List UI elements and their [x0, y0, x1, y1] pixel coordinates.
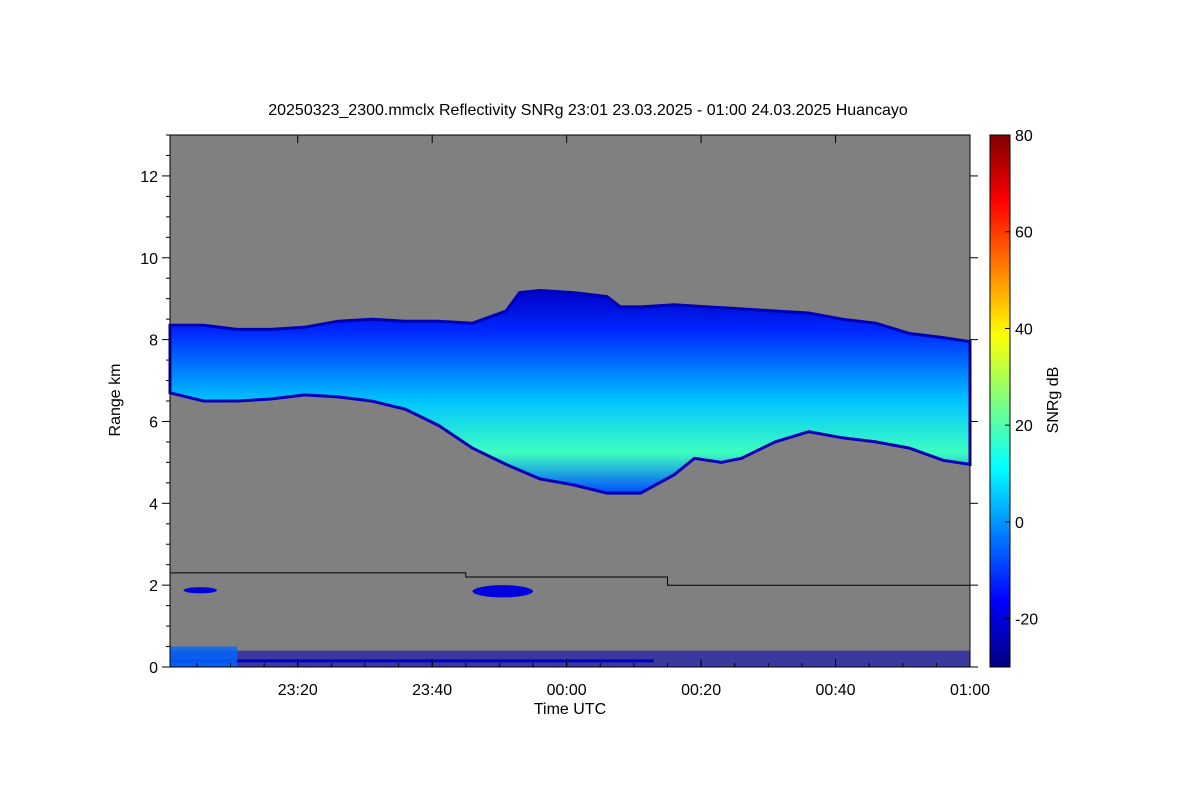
colorbar-label: SNRg dB: [1045, 367, 1062, 434]
x-tick-label: 01:00: [950, 682, 990, 699]
y-tick-label: 0: [149, 660, 158, 677]
colorbar-tick-label: 80: [1015, 128, 1033, 145]
x-tick-label: 00:20: [681, 682, 721, 699]
y-tick-label: 4: [149, 496, 158, 513]
x-tick-label: 23:20: [278, 682, 318, 699]
x-tick-label: 00:00: [547, 682, 587, 699]
boundary-line: [170, 572, 970, 586]
plot-area: [168, 134, 972, 668]
y-axis-label: Range km: [107, 364, 124, 437]
cloud-layer-body: [170, 290, 970, 494]
y-tick-label: 6: [149, 414, 158, 431]
y-tick-label: 12: [140, 169, 158, 186]
second-layer-echo: [183, 587, 218, 594]
low-echo-layer: [170, 585, 970, 667]
colorbar-tick-label: 60: [1015, 225, 1033, 242]
colorbar-tick-label: 0: [1015, 515, 1024, 532]
colorbar-tick-label: -20: [1015, 612, 1038, 629]
colorbar-tick-label: 20: [1015, 418, 1033, 435]
x-axis-label: Time UTC: [534, 701, 606, 718]
x-tick-label: 23:40: [412, 682, 452, 699]
y-tick-label: 2: [149, 578, 158, 595]
surface-clutter-band: [170, 650, 970, 667]
y-axis: 0 2 4 6 8 10 12: [140, 134, 978, 677]
y-tick-label: 8: [149, 333, 158, 350]
x-tick-label: 00:40: [816, 682, 856, 699]
near-surface-echo: [170, 646, 238, 667]
y-tick-label: 10: [140, 251, 158, 268]
colorbar-ramp: [989, 134, 1011, 668]
colorbar-tick-label: 40: [1015, 321, 1033, 338]
second-layer-echo: [472, 585, 534, 598]
chart-title: 20250323_2300.mmclx Reflectivity SNRg 23…: [268, 102, 908, 119]
x-axis: 23:20 23:40 00:00 00:20 00:40 01:00: [196, 135, 990, 699]
colorbar: -20 0 20 40 60 80: [989, 128, 1038, 668]
